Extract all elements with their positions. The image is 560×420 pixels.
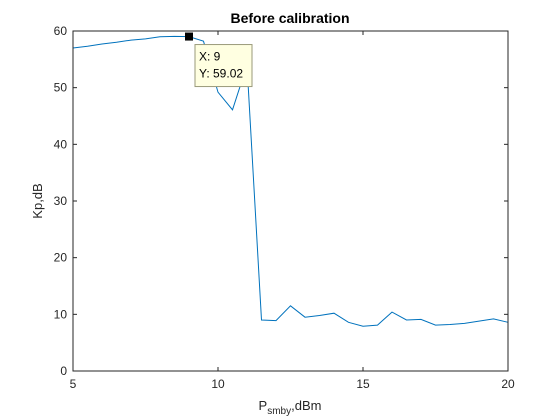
data-point xyxy=(144,37,147,40)
y-axis-label: Kp,dB xyxy=(30,183,45,218)
datatip-box xyxy=(194,44,253,88)
x-tick-label: 20 xyxy=(501,377,515,391)
data-point xyxy=(159,35,162,38)
x-axis-label-subscript: smby xyxy=(267,406,291,417)
data-point xyxy=(130,39,133,42)
data-point xyxy=(304,316,307,319)
x-tick-label: 10 xyxy=(211,377,225,391)
data-point xyxy=(449,323,452,326)
data-point xyxy=(217,91,220,94)
y-tick-label: 30 xyxy=(54,194,68,208)
data-point xyxy=(289,304,292,307)
data-point xyxy=(101,43,104,46)
data-point xyxy=(420,318,423,321)
y-tick-label: 60 xyxy=(54,24,68,38)
y-tick-label: 10 xyxy=(54,307,68,321)
datatip-x-text: X: 9 xyxy=(199,50,221,64)
data-point xyxy=(115,41,118,44)
tick-labels: 5 10 15 20 0 10 20 30 40 50 60 xyxy=(54,24,515,391)
x-axis-label: Psmby,dBm xyxy=(259,398,322,417)
data-point xyxy=(362,325,365,328)
data-point xyxy=(260,319,263,322)
y-tick-label: 0 xyxy=(60,364,67,378)
data-point xyxy=(391,311,394,314)
data-point xyxy=(202,40,205,43)
datatip[interactable]: X: 9 Y: 59.02 xyxy=(185,32,253,88)
data-point xyxy=(347,321,350,324)
y-tick-label: 50 xyxy=(54,81,68,95)
y-tick-label: 20 xyxy=(54,251,68,265)
data-point xyxy=(405,319,408,322)
datatip-marker[interactable] xyxy=(185,32,193,41)
data-point xyxy=(434,324,437,327)
data-point xyxy=(478,320,481,323)
chart-title: Before calibration xyxy=(230,10,349,26)
axes-layer xyxy=(72,30,509,372)
y-tick-label: 40 xyxy=(54,137,68,151)
data-point xyxy=(318,314,321,317)
data-point xyxy=(333,312,336,315)
datatip-y-text: Y: 59.02 xyxy=(199,67,243,81)
x-axis-label-units: ,dBm xyxy=(291,398,321,413)
data-point xyxy=(463,322,466,325)
data-point xyxy=(173,35,176,38)
series-layer xyxy=(72,35,509,328)
data-point xyxy=(231,108,234,111)
plot-area xyxy=(73,31,508,371)
x-tick-label: 5 xyxy=(70,377,77,391)
data-point xyxy=(86,45,89,48)
data-point xyxy=(492,317,495,320)
x-axis-label-main: P xyxy=(259,398,268,413)
series-line xyxy=(72,35,509,327)
data-point xyxy=(376,324,379,327)
x-tick-label: 15 xyxy=(356,377,370,391)
data-point xyxy=(275,319,278,322)
